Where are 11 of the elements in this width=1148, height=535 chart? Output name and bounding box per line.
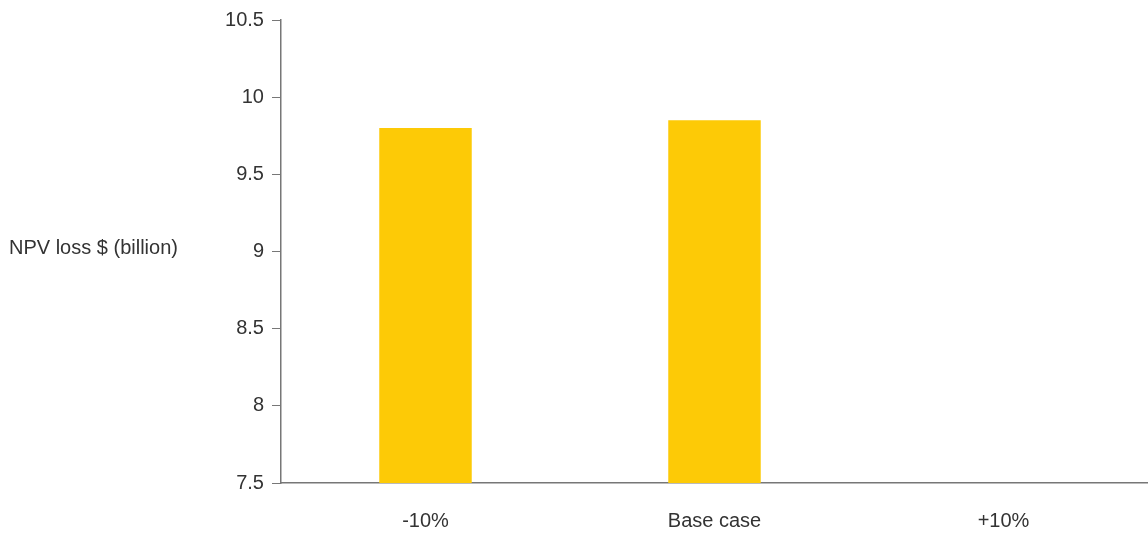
y-axis-title: NPV loss $ (billion) xyxy=(9,236,178,259)
y-tick-label: 9.5 xyxy=(236,161,264,184)
y-tick-label: 10.5 xyxy=(225,7,264,30)
y-tick-label: 10 xyxy=(241,84,264,107)
y-tick-label: 7.5 xyxy=(236,470,264,493)
x-tick-label: +10% xyxy=(977,508,1030,531)
x-tick-label: Base case xyxy=(667,508,762,531)
x-tick-label: -10% xyxy=(402,508,450,531)
y-tick-label: 9 xyxy=(252,239,264,262)
y-tick-label: 8 xyxy=(252,393,264,416)
y-tick-label: 8.5 xyxy=(236,316,264,339)
